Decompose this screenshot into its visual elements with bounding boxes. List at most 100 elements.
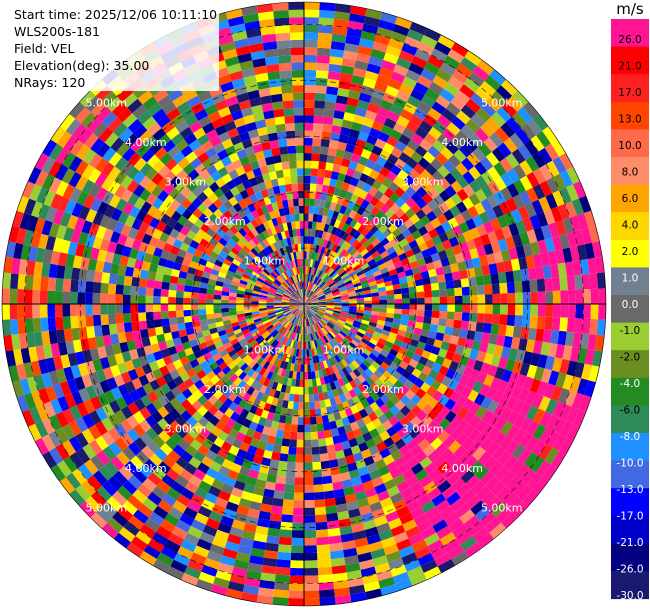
velocity-cell	[294, 282, 299, 291]
velocity-cell	[287, 323, 293, 331]
velocity-cell	[160, 545, 178, 560]
velocity-cell	[405, 475, 420, 488]
velocity-cell	[386, 366, 396, 376]
velocity-cell	[258, 367, 267, 376]
velocity-cell	[324, 334, 331, 342]
velocity-cell	[275, 429, 284, 439]
velocity-cell	[202, 122, 215, 134]
velocity-cell	[127, 402, 140, 415]
velocity-cell	[430, 437, 443, 450]
velocity-cell	[306, 326, 309, 334]
velocity-cell	[314, 92, 327, 102]
velocity-cell	[262, 230, 270, 239]
velocity-cell	[373, 331, 382, 338]
velocity-cell	[286, 408, 293, 417]
velocity-cell	[189, 358, 200, 369]
velocity-cell	[260, 315, 269, 321]
velocity-cell	[201, 271, 211, 279]
velocity-cell	[168, 289, 177, 298]
velocity-cell	[378, 311, 387, 317]
velocity-cell	[317, 559, 332, 568]
velocity-cell	[357, 354, 366, 363]
velocity-cell	[292, 308, 299, 315]
velocity-cell	[352, 349, 361, 358]
velocity-cell	[526, 420, 540, 437]
velocity-cell	[473, 331, 483, 342]
velocity-cell	[255, 479, 267, 489]
velocity-cell	[475, 485, 491, 501]
velocity-cell	[219, 333, 229, 341]
velocity-cell	[237, 218, 247, 228]
velocity-cell	[232, 258, 241, 267]
velocity-cell	[250, 219, 259, 228]
velocity-cell	[409, 383, 421, 395]
velocity-cell	[115, 284, 124, 295]
velocity-cell	[380, 361, 390, 371]
velocity-cell	[221, 138, 234, 150]
velocity-cell	[183, 285, 193, 293]
velocity-cell	[327, 527, 341, 537]
velocity-cell	[238, 262, 247, 270]
velocity-cell	[200, 347, 210, 356]
velocity-cell	[420, 559, 438, 573]
velocity-cell	[169, 397, 181, 409]
velocity-cell	[441, 485, 456, 500]
velocity-cell	[186, 245, 197, 255]
velocity-cell	[311, 371, 316, 380]
velocity-cell	[365, 376, 375, 387]
velocity-cell	[198, 115, 212, 128]
velocity-cell	[306, 311, 309, 319]
velocity-cell	[273, 321, 281, 328]
velocity-cell	[236, 304, 244, 308]
ring-label-lr: 5.00km	[481, 502, 523, 515]
velocity-cell	[304, 24, 319, 33]
velocity-cell	[358, 408, 369, 419]
velocity-cell	[285, 270, 291, 278]
velocity-cell	[413, 513, 429, 526]
velocity-cell	[276, 40, 291, 49]
velocity-cell	[454, 345, 465, 356]
velocity-cell	[147, 327, 157, 337]
velocity-cell	[310, 168, 319, 177]
velocity-cell	[247, 264, 256, 272]
velocity-cell	[267, 310, 275, 314]
velocity-cell	[484, 284, 493, 295]
velocity-cell	[490, 273, 500, 285]
velocity-cell	[409, 339, 419, 348]
velocity-cell	[168, 310, 177, 319]
velocity-cell	[569, 346, 580, 363]
velocity-cell	[152, 466, 167, 480]
velocity-cell	[481, 423, 494, 438]
velocity-cell	[166, 235, 177, 246]
velocity-cell	[282, 353, 288, 362]
velocity-cell	[243, 306, 252, 311]
velocity-cell	[258, 510, 271, 521]
velocity-cell	[291, 54, 304, 63]
velocity-cell	[473, 360, 484, 372]
velocity-cell	[298, 333, 301, 342]
velocity-cell	[338, 518, 352, 528]
velocity-cell	[551, 277, 561, 291]
velocity-cell	[372, 434, 384, 446]
velocity-cell	[180, 145, 194, 158]
velocity-cell	[211, 504, 226, 516]
velocity-cell	[202, 197, 214, 208]
velocity-cell	[206, 313, 215, 320]
velocity-cell	[143, 252, 154, 263]
velocity-cell	[291, 316, 297, 324]
velocity-cell	[11, 257, 21, 274]
velocity-cell	[152, 128, 167, 142]
velocity-cell	[329, 330, 336, 338]
velocity-cell	[61, 168, 76, 184]
velocity-cell	[439, 505, 455, 520]
velocity-cell	[299, 341, 302, 350]
velocity-cell	[204, 492, 218, 504]
velocity-cell	[285, 289, 293, 296]
velocity-cell	[285, 290, 292, 296]
velocity-cell	[308, 309, 314, 317]
velocity-cell	[77, 280, 87, 293]
velocity-cell	[304, 364, 308, 372]
velocity-cell	[101, 272, 111, 284]
velocity-cell	[222, 508, 237, 520]
velocity-cell	[5, 350, 16, 367]
